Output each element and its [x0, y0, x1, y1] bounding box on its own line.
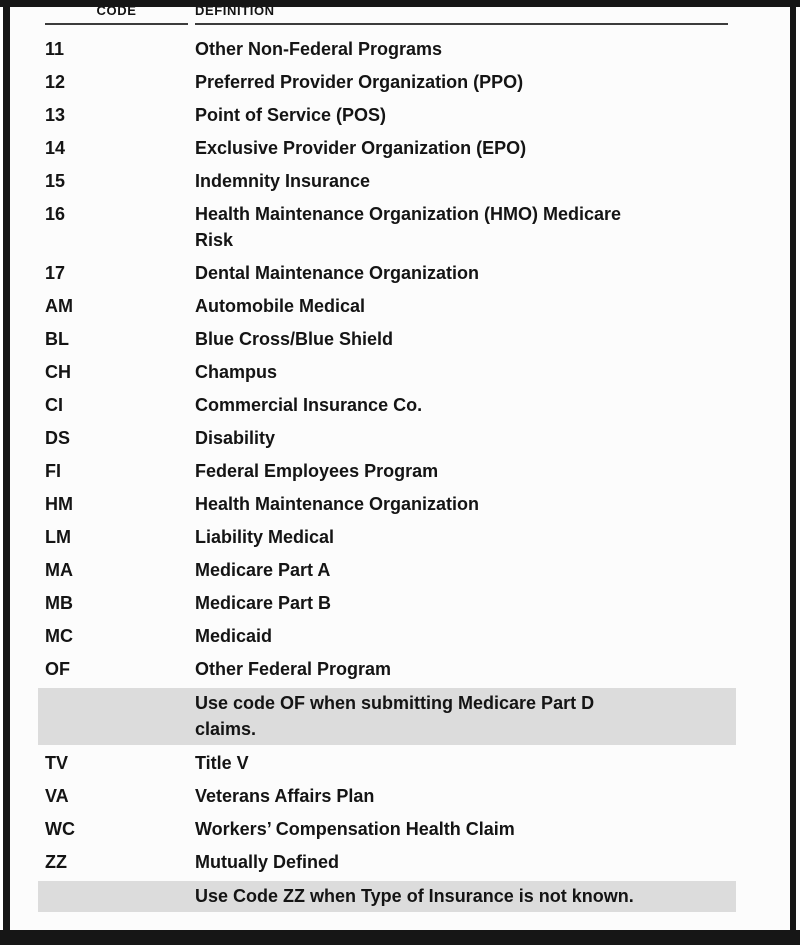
definition-cell: Title V: [195, 753, 249, 773]
column-header-code: CODE: [45, 3, 188, 25]
code-cell: MA: [45, 560, 73, 580]
table-row: VA Veterans Affairs Plan: [10, 780, 790, 813]
definition-cell: Liability Medical: [195, 527, 335, 547]
definition-cell: Disability: [195, 428, 276, 448]
frame-border-left: [3, 0, 10, 930]
table-row: OF Other Federal Program: [10, 653, 790, 686]
table-row: MC Medicaid: [10, 620, 790, 653]
code-cell: 11: [45, 39, 65, 59]
code-cell: MB: [45, 593, 73, 613]
table-header-row: CODE DEFINITION: [10, 3, 790, 25]
code-cell: DS: [45, 428, 71, 448]
table-row: MA Medicare Part A: [10, 554, 790, 587]
code-cell: AM: [45, 296, 73, 316]
table-row: 13 Point of Service (POS): [10, 99, 790, 132]
definition-cell: Blue Cross/Blue Shield: [195, 329, 394, 349]
code-cell: LM: [45, 527, 71, 547]
code-cell: CI: [45, 395, 63, 415]
table-row: ZZ Mutually Defined: [10, 846, 790, 879]
code-cell: 14: [45, 138, 66, 158]
code-cell: WC: [45, 819, 75, 839]
code-cell: 16: [45, 204, 66, 224]
definition-cell: Other Non-Federal Programs: [195, 39, 443, 59]
code-cell: 13: [45, 105, 66, 125]
definition-cell: Exclusive Provider Organization (EPO): [195, 138, 527, 158]
definition-cell: Preferred Provider Organization (PPO): [195, 72, 524, 92]
code-cell: FI: [45, 461, 61, 481]
code-cell: BL: [45, 329, 69, 349]
table-row: 15 Indemnity Insurance: [10, 165, 790, 198]
table-row: 14 Exclusive Provider Organization (EPO): [10, 132, 790, 165]
definition-cell: Other Federal Program: [195, 659, 392, 679]
code-cell: VA: [45, 786, 69, 806]
table-row: AM Automobile Medical: [10, 290, 790, 323]
code-cell: HM: [45, 494, 73, 514]
table-note-row: Use code OF when submitting Medicare Par…: [38, 688, 736, 745]
table-note-row: Use Code ZZ when Type of Insurance is no…: [38, 881, 736, 912]
table-row: TV Title V: [10, 747, 790, 780]
code-cell: 15: [45, 171, 66, 191]
definition-cell: Commercial Insurance Co.: [195, 395, 423, 415]
definition-cell: Medicaid: [195, 626, 273, 646]
table-row: LM Liability Medical: [10, 521, 790, 554]
definition-cell: Dental Maintenance Organization: [195, 263, 480, 283]
definition-cell: Use Code ZZ when Type of Insurance is no…: [195, 886, 634, 906]
table-row: HM Health Maintenance Organization: [10, 488, 790, 521]
definition-cell: Point of Service (POS): [195, 105, 387, 125]
table-row: 11 Other Non-Federal Programs: [10, 33, 790, 66]
table-row: FI Federal Employees Program: [10, 455, 790, 488]
code-cell: MC: [45, 626, 73, 646]
frame-border-top: [0, 0, 800, 7]
table-content: CODE DEFINITION 11 Other Non-Federal Pro…: [10, 3, 790, 930]
definition-cell: Veterans Affairs Plan: [195, 786, 375, 806]
table-row: WC Workers’ Compensation Health Claim: [10, 813, 790, 846]
frame-border-right: [790, 0, 796, 930]
frame-border-bottom: [0, 930, 800, 945]
table-row: MB Medicare Part B: [10, 587, 790, 620]
code-cell: TV: [45, 753, 69, 773]
code-cell: 17: [45, 263, 66, 283]
definition-cell: Workers’ Compensation Health Claim: [195, 819, 515, 839]
definition-cell: Use code OF when submitting Medicare Par…: [195, 693, 595, 739]
definition-cell: Champus: [195, 362, 278, 382]
table-row: 16 Health Maintenance Organization (HMO)…: [10, 198, 790, 257]
definition-cell: Medicare Part B: [195, 593, 332, 613]
table-row: CI Commercial Insurance Co.: [10, 389, 790, 422]
definition-cell: Health Maintenance Organization (HMO) Me…: [195, 204, 622, 250]
table-row: 12 Preferred Provider Organization (PPO): [10, 66, 790, 99]
definition-cell: Automobile Medical: [195, 296, 366, 316]
code-cell: ZZ: [45, 852, 67, 872]
definition-cell: Medicare Part A: [195, 560, 331, 580]
definition-cell: Mutually Defined: [195, 852, 340, 872]
table-row: CH Champus: [10, 356, 790, 389]
column-header-definition: DEFINITION: [195, 3, 728, 25]
definition-cell: Federal Employees Program: [195, 461, 439, 481]
definition-cell: Health Maintenance Organization: [195, 494, 480, 514]
code-cell: CH: [45, 362, 71, 382]
table-row: BL Blue Cross/Blue Shield: [10, 323, 790, 356]
code-cell: OF: [45, 659, 70, 679]
table-body: 11 Other Non-Federal Programs 12 Preferr…: [10, 33, 790, 912]
code-cell: 12: [45, 72, 66, 92]
table-row: 17 Dental Maintenance Organization: [10, 257, 790, 290]
table-row: DS Disability: [10, 422, 790, 455]
definition-cell: Indemnity Insurance: [195, 171, 371, 191]
